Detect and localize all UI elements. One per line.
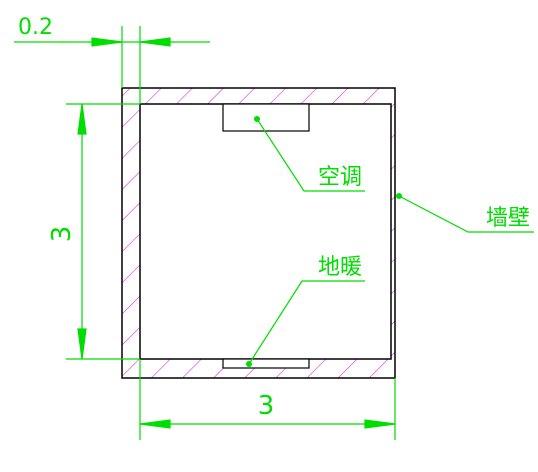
wall-leader-dot xyxy=(396,193,402,199)
air-conditioner-leader-dot xyxy=(254,116,260,122)
floor-heating-label: 地暖 xyxy=(318,255,362,280)
wall-label: 墙壁 xyxy=(486,206,530,231)
air-conditioner-leader xyxy=(256,118,365,192)
floor-heating-leader xyxy=(248,280,365,365)
wall-leader xyxy=(398,195,534,233)
thickness-dimension-label: 0.2 xyxy=(18,15,53,40)
air-conditioner-unit xyxy=(222,103,310,132)
wall-hatching xyxy=(122,88,395,378)
floor-heating-leader-dot xyxy=(246,361,252,367)
air-conditioner-label: 空调 xyxy=(318,165,362,190)
height-dimension xyxy=(66,103,140,360)
width-dimension-label: 3 xyxy=(258,391,275,421)
height-dimension-label: 3 xyxy=(47,226,77,243)
outer-wall xyxy=(121,87,396,379)
width-dimension xyxy=(139,359,396,440)
floor-heating-unit xyxy=(222,358,310,369)
thickness-dimension xyxy=(14,26,210,104)
